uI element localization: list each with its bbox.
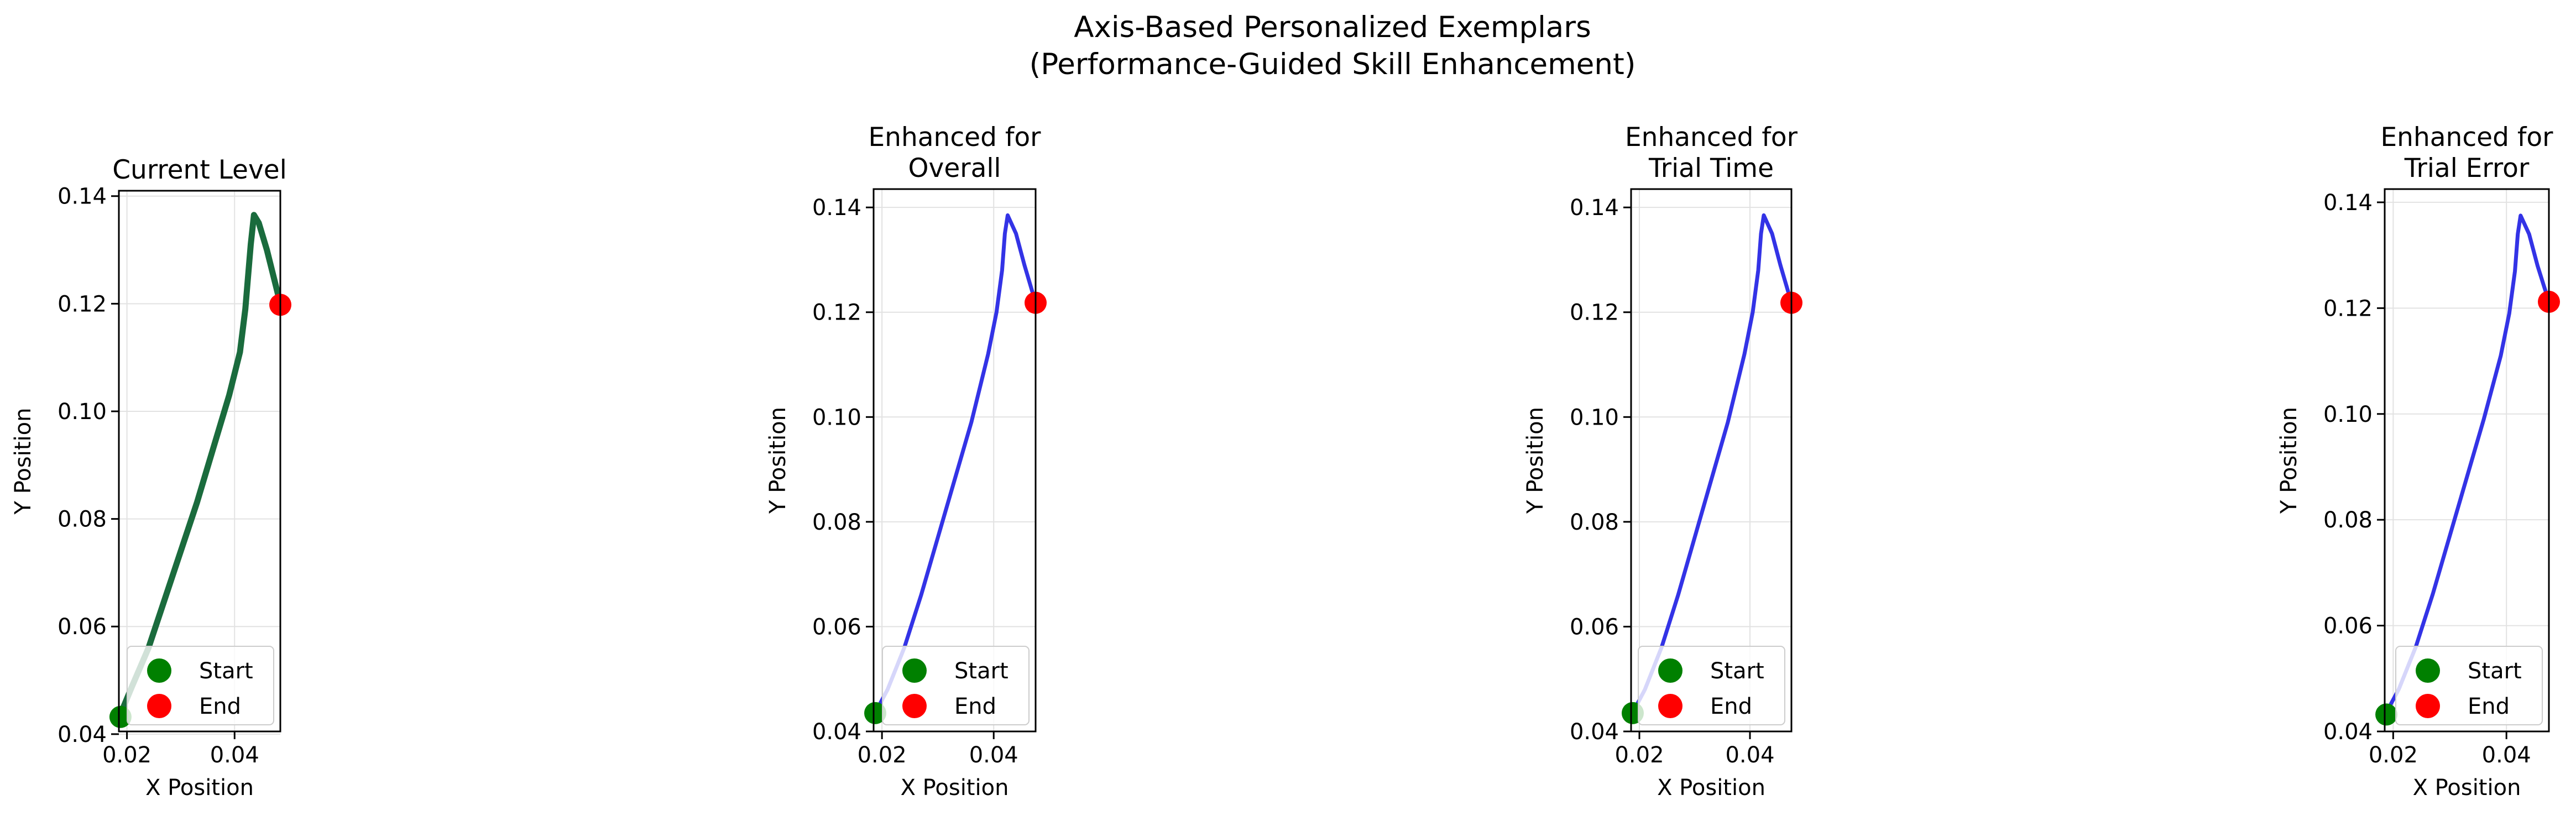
x-tick-label: 0.04 [1725, 742, 1774, 768]
trajectory-line [119, 212, 280, 721]
axes-frame [2384, 188, 2550, 733]
subplots: 0.02 0.040.040.060.080.100.120.14X Positi… [11, 122, 2560, 801]
subplot-title-line-2: Trial Time [1648, 153, 1774, 184]
axes-frame [872, 188, 1037, 733]
y-axis-label: Y Position [765, 407, 791, 514]
subplot-title-line-1: Enhanced for [1625, 122, 1798, 153]
y-tick-label: 0.06 [1570, 614, 1619, 640]
figure-title-line-2: (Performance-Guided Skill Enhancement) [1030, 48, 1636, 81]
x-tick-label: 0.02 [1614, 742, 1664, 768]
subplot-title-line-1: Enhanced for [868, 122, 1041, 153]
legend-swatch-start [1658, 658, 1683, 683]
y-axis-label: Y Position [2276, 407, 2302, 514]
y-tick-label: 0.10 [58, 399, 107, 425]
start-marker [2375, 703, 2398, 726]
x-tick-label: 0.04 [2482, 742, 2531, 768]
y-tick-label: 0.10 [1570, 405, 1619, 430]
x-axis-label: X Position [901, 775, 1009, 801]
legend-swatch-end [147, 694, 171, 718]
legend: Start End [1638, 646, 1785, 725]
x-axis-label: X Position [145, 775, 254, 801]
start-marker [864, 702, 887, 724]
axes-frame [1630, 188, 1793, 733]
y-tick-label: 0.04 [58, 722, 107, 747]
y-tick-label: 0.08 [2323, 508, 2373, 533]
subplot-title-line-1: Enhanced for [2380, 122, 2553, 153]
y-tick-label: 0.12 [2323, 296, 2373, 321]
x-axis-label: X Position [1657, 775, 1765, 801]
legend-swatch-end [902, 694, 927, 718]
x-tick-label: 0.02 [2369, 742, 2418, 768]
y-tick-label: 0.08 [1570, 510, 1619, 535]
y-axis-label: Y Position [11, 408, 36, 515]
start-marker [109, 705, 132, 728]
y-tick-label: 0.08 [812, 510, 861, 535]
y-tick-label: 0.10 [2323, 402, 2373, 427]
y-tick-label: 0.12 [58, 291, 107, 317]
subplot-title-line-1: Current Level [112, 155, 287, 185]
axes-frame [118, 190, 281, 733]
y-tick-label: 0.04 [812, 719, 861, 745]
legend: Start End [2395, 646, 2543, 725]
x-axis-label: X Position [2413, 775, 2521, 801]
y-tick-label: 0.14 [1570, 195, 1619, 221]
subplot-3: 0.02 0.040.040.060.080.100.120.14X Positi… [1523, 122, 1802, 801]
y-tick-label: 0.14 [812, 195, 861, 221]
legend-label-end: End [199, 694, 241, 719]
subplot-2: 0.02 0.040.040.060.080.100.120.14X Positi… [765, 122, 1047, 801]
y-tick-label: 0.04 [2323, 719, 2373, 745]
figure-title-line-1: Axis-Based Personalized Exemplars [1074, 11, 1591, 44]
subplot-title-line-2: Overall [908, 153, 1001, 184]
legend: Start End [882, 646, 1030, 725]
x-tick-label: 0.02 [102, 742, 151, 768]
legend: Start End [127, 646, 274, 725]
legend-swatch-start [2416, 658, 2440, 683]
legend-label-start: Start [199, 658, 253, 684]
x-tick-label: 0.04 [210, 742, 259, 768]
y-axis-label: Y Position [1523, 407, 1548, 514]
legend-label-end: End [2468, 694, 2510, 719]
legend-label-start: Start [954, 658, 1009, 684]
legend-swatch-start [902, 658, 927, 683]
subplot-1: 0.02 0.040.040.060.080.100.120.14X Positi… [11, 155, 291, 801]
y-tick-label: 0.04 [1570, 719, 1619, 745]
trajectory-line [1631, 213, 1791, 718]
legend-swatch-end [2416, 694, 2440, 718]
legend-swatch-end [1658, 694, 1683, 718]
trajectory-line [874, 213, 1036, 718]
y-tick-label: 0.14 [58, 184, 107, 210]
legend-label-end: End [954, 694, 996, 719]
y-tick-label: 0.08 [58, 507, 107, 532]
trajectory-line [2385, 213, 2549, 718]
subplot-title-line-2: Trial Error [2404, 153, 2530, 184]
y-tick-label: 0.10 [812, 405, 861, 430]
legend-swatch-start [147, 658, 171, 683]
y-tick-label: 0.14 [2323, 190, 2373, 216]
subplot-4: 0.02 0.040.040.060.080.100.120.14X Positi… [2276, 122, 2560, 801]
y-tick-label: 0.12 [1570, 300, 1619, 326]
y-tick-label: 0.06 [2323, 614, 2373, 639]
legend-label-end: End [1710, 694, 1752, 719]
legend-label-start: Start [1710, 658, 1764, 684]
y-tick-label: 0.06 [58, 614, 107, 640]
x-tick-label: 0.04 [969, 742, 1018, 768]
y-tick-label: 0.12 [812, 300, 861, 326]
y-tick-label: 0.06 [812, 614, 861, 640]
x-tick-label: 0.02 [858, 742, 907, 768]
legend-label-start: Start [2468, 658, 2522, 684]
